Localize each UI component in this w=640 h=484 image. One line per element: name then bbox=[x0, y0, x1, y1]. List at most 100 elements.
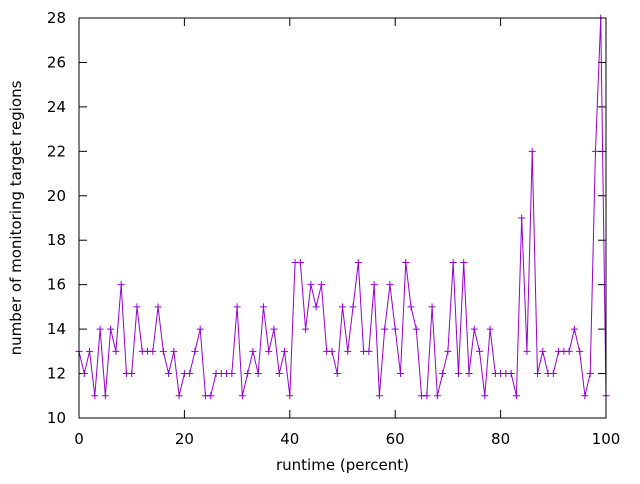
data-point bbox=[191, 347, 199, 355]
y-tick-label: 22 bbox=[47, 142, 66, 160]
data-point bbox=[444, 347, 452, 355]
x-tick-label: 40 bbox=[280, 430, 299, 448]
data-point bbox=[339, 303, 346, 311]
data-point bbox=[381, 325, 389, 333]
data-point bbox=[576, 347, 584, 355]
data-point bbox=[186, 370, 194, 378]
data-point bbox=[244, 370, 252, 378]
x-tick-label: 80 bbox=[491, 430, 510, 448]
data-point bbox=[439, 370, 447, 378]
data-point bbox=[354, 258, 362, 266]
data-point bbox=[196, 325, 204, 333]
x-tick-label: 20 bbox=[175, 430, 194, 448]
data-point bbox=[101, 392, 109, 400]
y-tick: 22 bbox=[47, 142, 606, 160]
data-point bbox=[386, 281, 394, 289]
data-point bbox=[365, 347, 373, 355]
y-tick: 20 bbox=[47, 187, 606, 205]
x-tick-label: 0 bbox=[74, 430, 84, 448]
data-point bbox=[539, 347, 547, 355]
y-tick-label: 16 bbox=[47, 276, 66, 294]
data-point bbox=[375, 392, 383, 400]
y-tick-label: 26 bbox=[47, 53, 66, 71]
series-layer bbox=[75, 14, 610, 400]
data-point bbox=[128, 370, 136, 378]
data-point bbox=[586, 370, 594, 378]
y-tick: 18 bbox=[47, 231, 606, 249]
data-point bbox=[570, 325, 578, 333]
data-point bbox=[344, 347, 352, 355]
plot-frame bbox=[78, 17, 607, 419]
data-point bbox=[91, 392, 99, 400]
y-tick-label: 12 bbox=[47, 365, 66, 383]
y-tick-label: 14 bbox=[47, 320, 66, 338]
data-point bbox=[317, 281, 325, 289]
x-axis-label: runtime (percent) bbox=[276, 456, 409, 474]
data-point bbox=[533, 370, 541, 378]
x-tick: 60 bbox=[386, 18, 405, 448]
data-point bbox=[154, 303, 162, 311]
data-point bbox=[423, 392, 431, 400]
data-point bbox=[486, 325, 494, 333]
y-tick: 24 bbox=[47, 98, 606, 116]
data-point bbox=[528, 147, 536, 155]
data-point bbox=[333, 370, 341, 378]
data-point bbox=[133, 303, 141, 311]
x-tick-label: 100 bbox=[592, 430, 621, 448]
data-point bbox=[86, 347, 94, 355]
data-point bbox=[407, 303, 415, 311]
data-point bbox=[238, 392, 246, 400]
data-point bbox=[107, 325, 115, 333]
data-point bbox=[402, 258, 410, 266]
y-tick-label: 20 bbox=[47, 187, 66, 205]
data-point bbox=[170, 347, 178, 355]
data-point bbox=[281, 347, 289, 355]
data-point bbox=[286, 392, 294, 400]
data-point bbox=[481, 392, 489, 400]
data-point bbox=[259, 303, 267, 311]
data-point bbox=[80, 370, 88, 378]
y-tick-label: 24 bbox=[47, 98, 66, 116]
data-point bbox=[254, 370, 262, 378]
data-point bbox=[476, 347, 484, 355]
data-point bbox=[165, 370, 173, 378]
data-point bbox=[349, 303, 357, 311]
data-point bbox=[96, 325, 104, 333]
data-point bbox=[449, 258, 457, 266]
data-point bbox=[428, 303, 436, 311]
data-point bbox=[117, 281, 125, 289]
data-point bbox=[149, 347, 157, 355]
data-point bbox=[460, 258, 468, 266]
y-tick-label: 10 bbox=[47, 409, 66, 427]
x-tick-label: 60 bbox=[386, 430, 405, 448]
data-point bbox=[312, 303, 320, 311]
data-point bbox=[581, 392, 589, 400]
data-point bbox=[270, 325, 278, 333]
data-point bbox=[233, 303, 241, 311]
axis-ticks: 10 12 14 16 18 20 22 24 26 28 0 20 40 60 80 100 bbox=[47, 9, 620, 448]
data-point bbox=[591, 147, 599, 155]
data-point bbox=[391, 325, 399, 333]
data-point bbox=[275, 370, 283, 378]
data-point bbox=[549, 370, 557, 378]
data-point bbox=[112, 347, 120, 355]
x-tick: 40 bbox=[280, 18, 299, 448]
data-point bbox=[370, 281, 378, 289]
x-tick: 20 bbox=[175, 18, 194, 448]
data-point bbox=[249, 347, 257, 355]
series-line bbox=[78, 17, 607, 397]
data-point bbox=[307, 281, 315, 289]
data-point bbox=[454, 370, 462, 378]
data-point bbox=[159, 347, 167, 355]
data-point bbox=[565, 347, 573, 355]
y-tick: 16 bbox=[47, 276, 606, 294]
data-point bbox=[518, 214, 526, 222]
x-tick: 80 bbox=[491, 18, 510, 448]
data-point bbox=[412, 325, 420, 333]
data-point bbox=[470, 325, 478, 333]
data-point bbox=[296, 258, 304, 266]
data-point bbox=[175, 392, 183, 400]
y-axis-label: number of monitoring target regions bbox=[7, 80, 25, 355]
